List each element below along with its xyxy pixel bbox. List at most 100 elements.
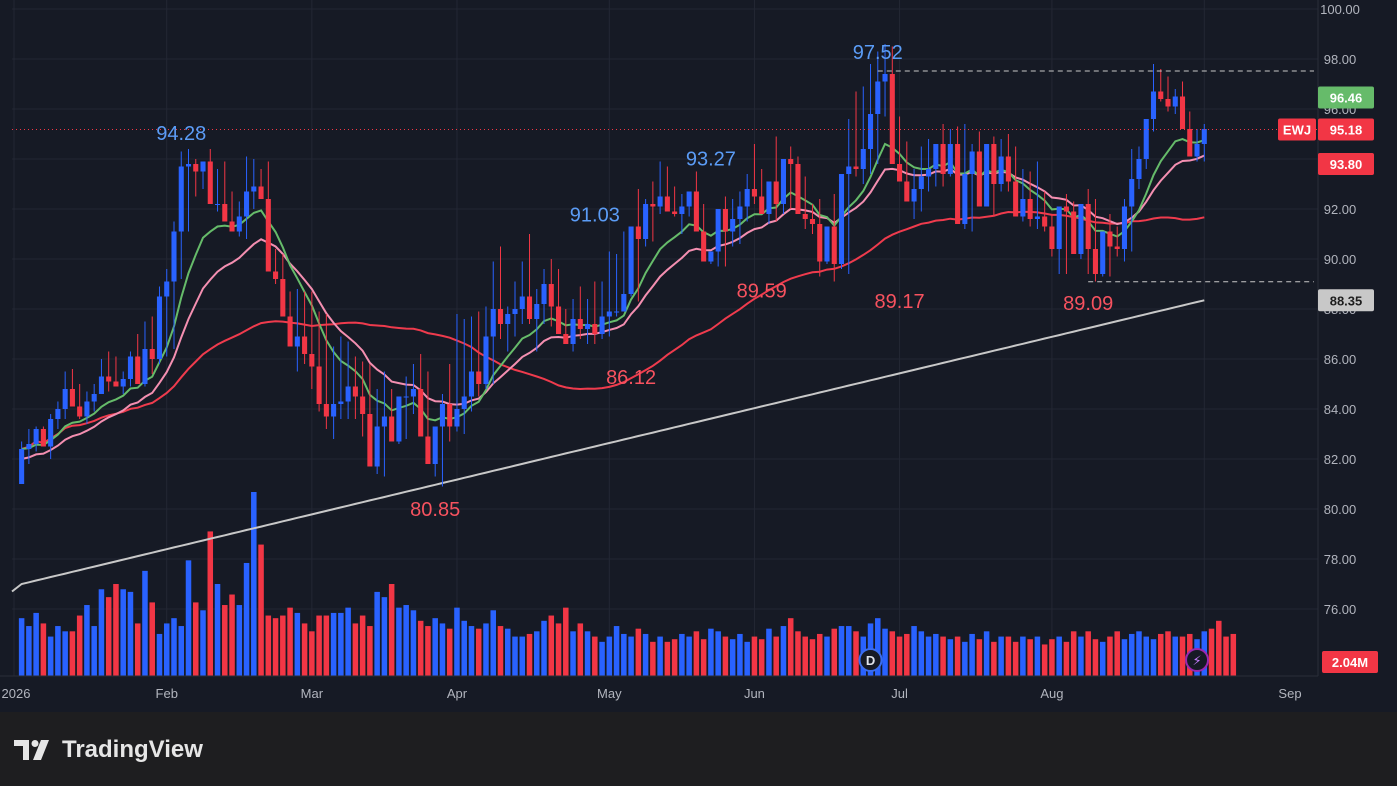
candle-body[interactable] xyxy=(853,166,859,170)
candle-body[interactable] xyxy=(911,189,917,202)
candle-body[interactable] xyxy=(897,164,903,182)
candle-body[interactable] xyxy=(1165,99,1171,107)
candle-body[interactable] xyxy=(149,349,155,359)
candle-body[interactable] xyxy=(367,414,373,467)
candle-body[interactable] xyxy=(418,389,424,437)
candle-body[interactable] xyxy=(1107,231,1113,247)
candle-body[interactable] xyxy=(258,186,264,200)
candle-body[interactable] xyxy=(875,81,881,115)
candle-body[interactable] xyxy=(135,356,141,385)
candle-body[interactable] xyxy=(867,114,874,149)
candle-body[interactable] xyxy=(722,209,728,232)
candle-body[interactable] xyxy=(425,436,431,465)
candle-body[interactable] xyxy=(98,376,104,395)
candle-body[interactable] xyxy=(512,309,518,314)
candle-body[interactable] xyxy=(577,319,583,329)
candle-body[interactable] xyxy=(715,209,721,252)
candle-body[interactable] xyxy=(1172,96,1178,107)
candle-body[interactable] xyxy=(497,309,504,324)
candle-body[interactable] xyxy=(955,144,961,224)
candle-body[interactable] xyxy=(795,164,801,214)
candle-body[interactable] xyxy=(585,324,591,329)
candle-body[interactable] xyxy=(650,204,656,207)
candle-body[interactable] xyxy=(142,349,148,384)
candle-body[interactable] xyxy=(969,151,975,175)
candle-body[interactable] xyxy=(1034,216,1040,220)
candle-body[interactable] xyxy=(766,181,772,215)
candle-body[interactable] xyxy=(962,174,968,224)
candle-body[interactable] xyxy=(541,284,547,304)
candle-body[interactable] xyxy=(1194,144,1200,157)
candle-body[interactable] xyxy=(1013,181,1019,217)
candle-body[interactable] xyxy=(19,449,25,484)
candle-body[interactable] xyxy=(483,336,489,385)
candle-body[interactable] xyxy=(730,219,736,232)
candle-body[interactable] xyxy=(860,149,866,169)
candle-body[interactable] xyxy=(614,311,620,313)
candle-body[interactable] xyxy=(48,419,54,447)
candle-body[interactable] xyxy=(563,334,569,344)
candle-body[interactable] xyxy=(1201,129,1207,144)
candle-body[interactable] xyxy=(628,226,634,295)
candle-body[interactable] xyxy=(889,74,895,164)
candle-body[interactable] xyxy=(26,444,32,449)
candle-body[interactable] xyxy=(1049,226,1055,250)
candle-body[interactable] xyxy=(476,371,482,385)
candle-body[interactable] xyxy=(33,429,39,444)
candle-body[interactable] xyxy=(991,144,997,184)
candle-body[interactable] xyxy=(1020,199,1026,217)
candle-body[interactable] xyxy=(316,366,322,405)
candle-body[interactable] xyxy=(817,224,823,262)
candle-body[interactable] xyxy=(222,204,228,222)
candle-body[interactable] xyxy=(214,204,221,205)
candle-body[interactable] xyxy=(780,159,787,204)
candle-body[interactable] xyxy=(120,379,126,387)
candle-body[interactable] xyxy=(1063,206,1069,212)
candle-body[interactable] xyxy=(113,381,119,387)
candle-body[interactable] xyxy=(55,409,61,419)
candle-body[interactable] xyxy=(302,336,308,355)
candle-body[interactable] xyxy=(432,426,438,465)
candle-body[interactable] xyxy=(505,314,511,324)
candle-body[interactable] xyxy=(693,191,699,232)
candle-body[interactable] xyxy=(904,181,910,202)
candle-body[interactable] xyxy=(686,191,692,207)
candle-body[interactable] xyxy=(1179,96,1186,130)
candle-body[interactable] xyxy=(40,429,46,447)
candle-body[interactable] xyxy=(984,144,990,207)
candle-body[interactable] xyxy=(156,296,163,360)
candle-body[interactable] xyxy=(447,404,453,427)
candle-body[interactable] xyxy=(381,416,387,427)
candle-body[interactable] xyxy=(1121,206,1128,250)
candle-body[interactable] xyxy=(309,354,315,367)
candle-body[interactable] xyxy=(1100,231,1106,275)
candle-body[interactable] xyxy=(846,166,852,175)
dividend-icon[interactable] xyxy=(858,648,883,672)
candle-body[interactable] xyxy=(1005,156,1011,182)
candle-body[interactable] xyxy=(1071,211,1077,255)
time-axis[interactable] xyxy=(0,676,1397,712)
candle-body[interactable] xyxy=(403,396,409,398)
candle-body[interactable] xyxy=(701,231,707,262)
candle-body[interactable] xyxy=(439,404,445,427)
candle-body[interactable] xyxy=(396,396,402,442)
candle-body[interactable] xyxy=(831,226,837,265)
candle-body[interactable] xyxy=(1187,129,1193,157)
candle-body[interactable] xyxy=(606,311,612,317)
candle-body[interactable] xyxy=(1158,91,1164,100)
candle-body[interactable] xyxy=(164,281,170,297)
candle-body[interactable] xyxy=(672,211,678,215)
candle-body[interactable] xyxy=(519,296,525,310)
candle-body[interactable] xyxy=(592,324,598,334)
candle-body[interactable] xyxy=(229,221,235,232)
candle-body[interactable] xyxy=(410,389,416,397)
candle-body[interactable] xyxy=(280,279,286,317)
chart-area[interactable]: 94.28 80.85 91.03 86.12 93.27 89.59 97.52 89.17… xyxy=(0,0,1397,712)
candle-body[interactable] xyxy=(106,376,112,382)
candle-body[interactable] xyxy=(1092,249,1098,274)
candle-body[interactable] xyxy=(548,284,554,307)
candle-body[interactable] xyxy=(788,159,794,164)
candle-body[interactable] xyxy=(751,189,757,197)
candle-body[interactable] xyxy=(490,309,496,337)
candle-body[interactable] xyxy=(744,189,750,207)
